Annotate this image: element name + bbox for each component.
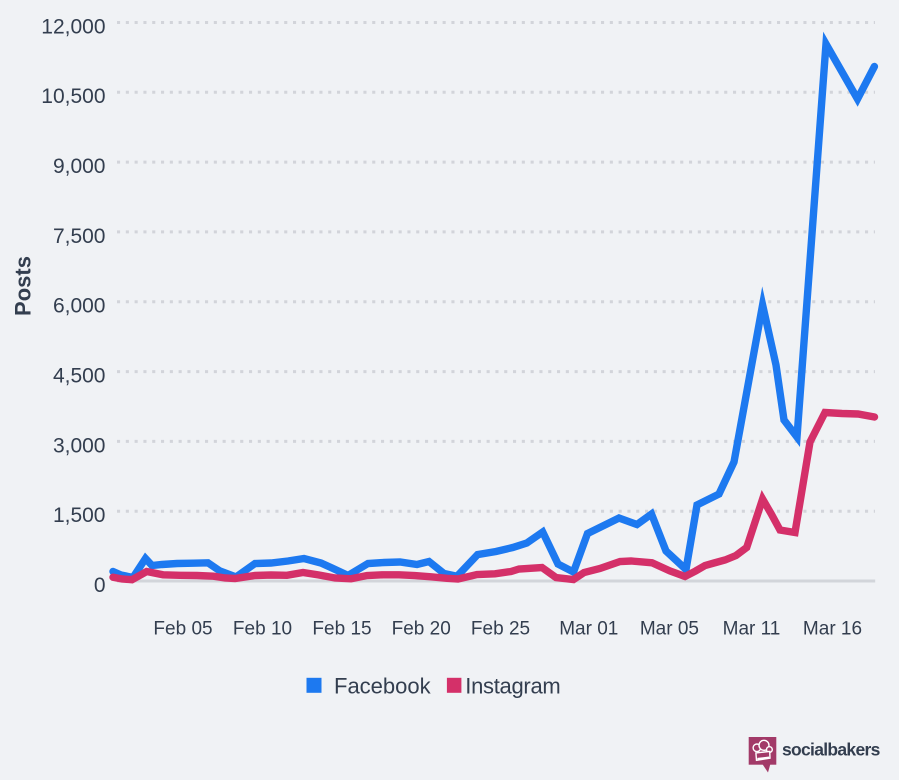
svg-text:Feb 25: Feb 25 [471,618,530,639]
svg-text:Feb 10: Feb 10 [233,618,292,639]
svg-text:Posts: Posts [11,256,36,316]
svg-text:3,000: 3,000 [53,434,106,457]
svg-text:Mar 11: Mar 11 [723,618,781,639]
svg-text:Instagram: Instagram [465,673,560,698]
svg-text:12,000: 12,000 [41,15,105,38]
svg-text:socialbakers: socialbakers [782,740,881,760]
svg-text:10,500: 10,500 [41,85,105,108]
svg-text:Feb 20: Feb 20 [392,618,451,639]
svg-text:1,500: 1,500 [53,504,106,527]
svg-text:Mar 01: Mar 01 [559,618,618,639]
svg-text:Facebook: Facebook [334,673,432,698]
svg-text:0: 0 [94,574,106,597]
svg-text:Feb 15: Feb 15 [312,618,371,639]
svg-text:Feb 05: Feb 05 [153,618,212,639]
svg-text:4,500: 4,500 [53,364,106,387]
svg-text:7,500: 7,500 [53,225,106,248]
svg-text:9,000: 9,000 [53,155,106,178]
svg-text:6,000: 6,000 [53,295,106,318]
svg-text:Mar 16: Mar 16 [803,618,862,639]
svg-text:Mar 05: Mar 05 [640,618,699,639]
